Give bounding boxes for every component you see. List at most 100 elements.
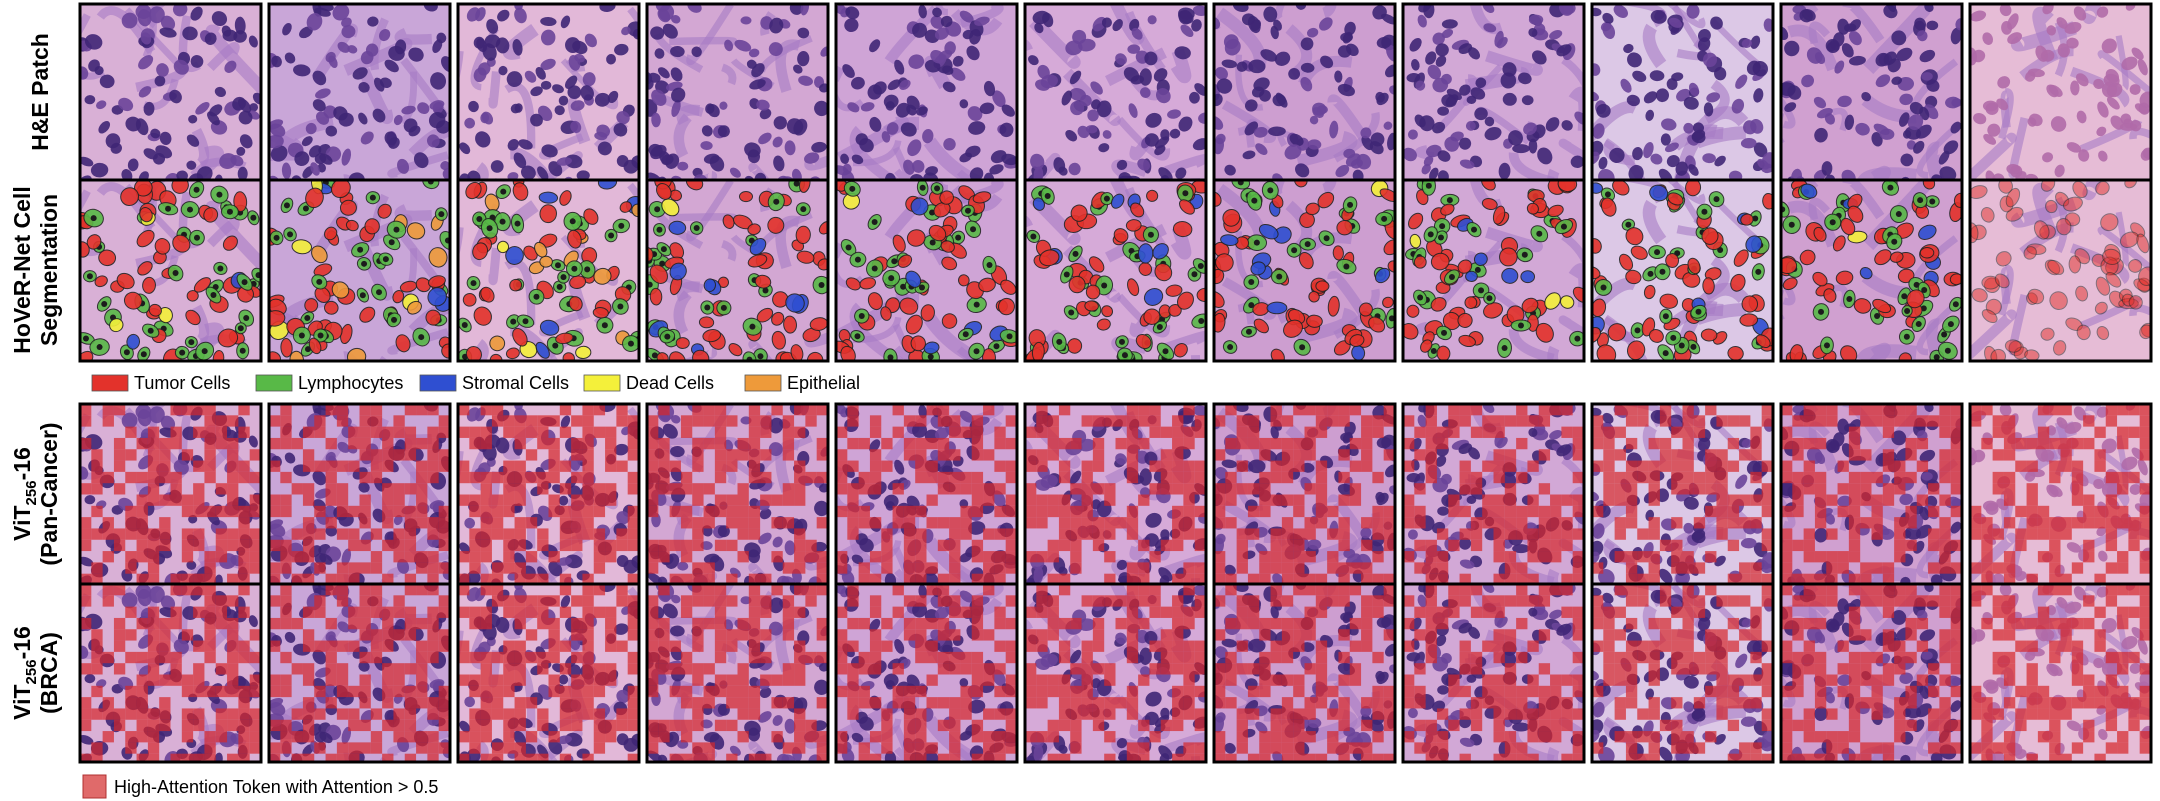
nucleus	[2025, 71, 2036, 82]
attention-token	[1916, 415, 1929, 427]
attention-token	[125, 528, 137, 540]
nucleus	[80, 556, 94, 567]
nucleus	[1914, 17, 1927, 31]
stroma	[473, 562, 489, 584]
attention-token	[1036, 426, 1048, 438]
nucleus	[357, 246, 364, 253]
attention-token	[1338, 562, 1350, 574]
nucleus	[1090, 81, 1103, 95]
attention-token	[1671, 471, 1683, 484]
segmented-cell	[280, 337, 293, 358]
attention-token	[593, 426, 606, 438]
nucleus	[294, 151, 310, 167]
nucleus	[670, 46, 685, 58]
attention-token	[503, 426, 515, 438]
attention-token	[302, 483, 315, 495]
segmented-cell	[1919, 246, 1935, 259]
attention-token	[994, 437, 1006, 450]
nucleus	[140, 351, 147, 358]
nucleus	[1710, 16, 1723, 30]
segmented-cell	[116, 272, 135, 290]
nucleus	[959, 152, 973, 163]
attention-token	[1172, 483, 1184, 495]
nucleus	[1574, 335, 1581, 342]
attention-token	[869, 517, 882, 529]
attention-token	[994, 562, 1006, 574]
nucleus	[1430, 347, 1437, 354]
nucleus	[1662, 350, 1669, 357]
attention-token	[136, 494, 148, 506]
attention-token	[692, 573, 704, 584]
nucleus	[1001, 153, 1017, 166]
attention-token	[458, 460, 470, 472]
attention-token	[971, 573, 984, 584]
attention-token	[1682, 437, 1694, 450]
attention-token	[960, 528, 972, 540]
nucleus	[248, 435, 258, 448]
nucleus	[565, 37, 581, 54]
attention-token	[370, 471, 383, 484]
nucleus	[1065, 129, 1078, 142]
attention-token	[525, 551, 538, 563]
nucleus	[1121, 352, 1128, 359]
nucleus	[959, 410, 974, 423]
attention-token	[348, 437, 360, 450]
attention-token	[458, 426, 470, 438]
attention-token	[559, 404, 572, 416]
nucleus	[306, 13, 323, 31]
segmented-cell	[1137, 243, 1154, 264]
attention-token	[1750, 573, 1762, 584]
nucleus	[569, 218, 576, 225]
nucleus	[1432, 77, 1449, 93]
segmented-cell	[668, 220, 687, 235]
nucleus	[1874, 313, 1881, 320]
nucleus	[518, 139, 533, 150]
nucleus	[661, 154, 674, 166]
nucleus	[86, 273, 93, 280]
attention-token	[1916, 437, 1929, 450]
attention-token	[1372, 415, 1384, 427]
attention-token	[1928, 539, 1940, 552]
attention-token	[147, 494, 160, 506]
nucleus	[1160, 529, 1170, 541]
attention-token	[1070, 505, 1082, 518]
attention-token	[1905, 505, 1917, 518]
stroma	[2115, 35, 2129, 91]
nucleus	[1688, 82, 1700, 97]
attention-token	[1781, 437, 1793, 450]
nucleus	[1247, 15, 1261, 34]
nucleus	[325, 451, 336, 463]
attention-token	[113, 460, 126, 472]
segmented-cell	[186, 290, 199, 302]
nucleus	[269, 523, 286, 538]
attention-token	[1939, 494, 1951, 506]
attention-token	[1781, 551, 1793, 563]
attention-token	[949, 415, 961, 427]
attention-token	[514, 460, 526, 472]
attention-token	[1814, 551, 1827, 563]
nucleus	[2093, 78, 2105, 90]
attention-token	[669, 539, 681, 552]
nucleus	[618, 222, 625, 229]
nucleus	[1140, 87, 1151, 98]
nucleus	[1403, 147, 1417, 162]
attention-token	[204, 437, 216, 450]
nucleus	[186, 160, 197, 170]
attention-token	[204, 460, 216, 472]
attention-token	[427, 562, 439, 574]
attention-token	[1950, 505, 1962, 518]
attention-token	[1383, 517, 1395, 529]
attention-token	[102, 415, 114, 427]
attention-token	[582, 483, 594, 495]
attention-token	[881, 460, 893, 472]
attention-token	[393, 449, 405, 461]
attention-token	[269, 494, 281, 506]
attention-token	[1247, 505, 1260, 518]
attention-token	[1270, 437, 1282, 450]
tissue-patch	[647, 404, 828, 584]
attention-token	[1682, 449, 1694, 461]
attention-token	[714, 426, 727, 438]
nucleus	[1139, 468, 1152, 486]
attention-token	[302, 426, 315, 438]
attention-token	[1183, 483, 1195, 495]
